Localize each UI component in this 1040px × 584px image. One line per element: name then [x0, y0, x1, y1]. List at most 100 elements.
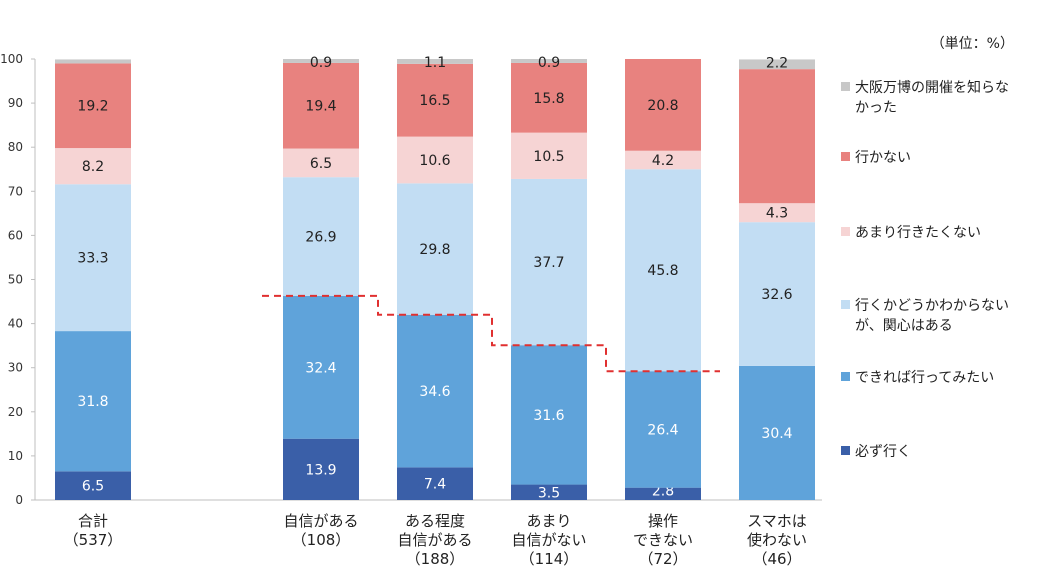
legend-label: が、関心はある	[855, 318, 953, 334]
bar-segment	[55, 331, 131, 472]
data-label: 31.8	[77, 394, 108, 410]
bar-segment	[511, 59, 587, 63]
unit-label: （単位：%）	[931, 36, 1014, 52]
data-label: 33.3	[77, 251, 108, 267]
data-label: 32.4	[305, 360, 336, 376]
bar-segment	[55, 184, 131, 332]
bar-segment	[739, 365, 815, 500]
bar-segment	[739, 222, 815, 366]
bar-segment	[397, 136, 473, 184]
bar-segment	[511, 62, 587, 133]
bar-segment	[739, 203, 815, 223]
legend-swatch	[841, 372, 850, 381]
data-label: 6.5	[310, 156, 332, 172]
data-label: 16.5	[419, 93, 450, 109]
legend-swatch	[841, 227, 850, 236]
data-label: 13.9	[305, 462, 336, 478]
bar-segment	[283, 438, 359, 500]
category-label: （114）	[520, 550, 579, 568]
legend-label: 行かない	[855, 150, 911, 166]
bar-segment	[283, 59, 359, 63]
bar-segment	[397, 314, 473, 468]
bar-segment	[625, 487, 701, 500]
category-label: 合計	[78, 512, 108, 530]
category-label: 自信がある	[283, 512, 358, 530]
data-label: 19.2	[77, 99, 108, 115]
bar-segment	[739, 69, 815, 204]
bar-segment	[283, 62, 359, 149]
y-tick-label: 90	[8, 96, 23, 110]
category-label: （46）	[752, 550, 801, 568]
category-label: 使わない	[747, 531, 807, 549]
category-label: 自信がない	[511, 531, 586, 549]
bar-segment	[625, 150, 701, 170]
data-label: 6.5	[82, 479, 104, 495]
category-label: （188）	[406, 550, 465, 568]
legend-label: 行くかどうかわからない	[855, 298, 1009, 314]
category-label: 操作	[648, 512, 678, 530]
bar-segment	[283, 177, 359, 296]
data-label: 8.2	[82, 159, 104, 175]
bar-segment	[625, 371, 701, 488]
category-label: できない	[633, 531, 693, 549]
bar-segment	[511, 345, 587, 485]
data-label: 4.2	[652, 153, 674, 169]
bar-segment	[625, 169, 701, 372]
data-label: 4.3	[766, 206, 788, 222]
data-label: 19.4	[305, 99, 336, 115]
data-label: 37.7	[533, 255, 564, 271]
data-label: 7.4	[424, 477, 446, 493]
y-tick-label: 0	[15, 493, 23, 507]
y-tick-label: 30	[8, 361, 23, 375]
data-label: 30.4	[761, 426, 792, 442]
data-label: 32.6	[761, 287, 792, 303]
bar-segment	[397, 63, 473, 137]
y-tick-label: 70	[8, 184, 23, 198]
bar-segment	[397, 59, 473, 64]
y-tick-label: 40	[8, 317, 23, 331]
bar-segment	[511, 132, 587, 179]
bar-segment	[283, 148, 359, 178]
legend-label: 大阪万博の開催を知らな	[855, 79, 1009, 96]
category-label: スマホは	[747, 512, 807, 530]
data-label: 26.9	[305, 230, 336, 246]
data-label: 31.6	[533, 408, 564, 424]
data-label: 10.5	[533, 149, 564, 165]
category-label: あまり	[526, 512, 571, 530]
data-label: 34.6	[419, 384, 450, 400]
legend-swatch	[841, 82, 850, 91]
legend-swatch	[841, 152, 850, 161]
bar-segment	[55, 471, 131, 500]
bar-segment	[55, 59, 131, 64]
legend-swatch	[841, 300, 850, 309]
legend-label: あまり行きたくない	[855, 225, 981, 241]
data-label: 26.4	[647, 422, 678, 438]
y-tick-label: 60	[8, 228, 23, 242]
bar-segment	[625, 59, 701, 151]
y-tick-label: 80	[8, 140, 23, 154]
data-label: 2.2	[766, 55, 788, 71]
category-label: （72）	[638, 550, 687, 568]
bar-segment	[397, 183, 473, 315]
y-tick-label: 10	[8, 449, 23, 463]
bar-segment	[397, 467, 473, 500]
data-label: 29.8	[419, 242, 450, 258]
step-annotation-line	[262, 294, 720, 373]
legend-label: 必ず行く	[855, 444, 911, 460]
bar-segment	[55, 63, 131, 149]
data-label: 45.8	[647, 263, 678, 279]
data-label: 10.6	[419, 153, 450, 169]
legend-label: かった	[855, 100, 897, 116]
legend-swatch	[841, 446, 850, 455]
data-label: 15.8	[533, 91, 564, 107]
bar-segment	[55, 148, 131, 185]
data-label: 1.1	[424, 55, 446, 71]
category-label: ある程度	[405, 512, 465, 530]
y-tick-label: 20	[8, 405, 23, 419]
category-label: 自信がある	[397, 531, 472, 549]
y-tick-label: 100	[0, 52, 23, 66]
category-label: （537）	[64, 531, 123, 549]
category-label: （108）	[292, 531, 351, 549]
data-label: 0.9	[538, 55, 560, 71]
